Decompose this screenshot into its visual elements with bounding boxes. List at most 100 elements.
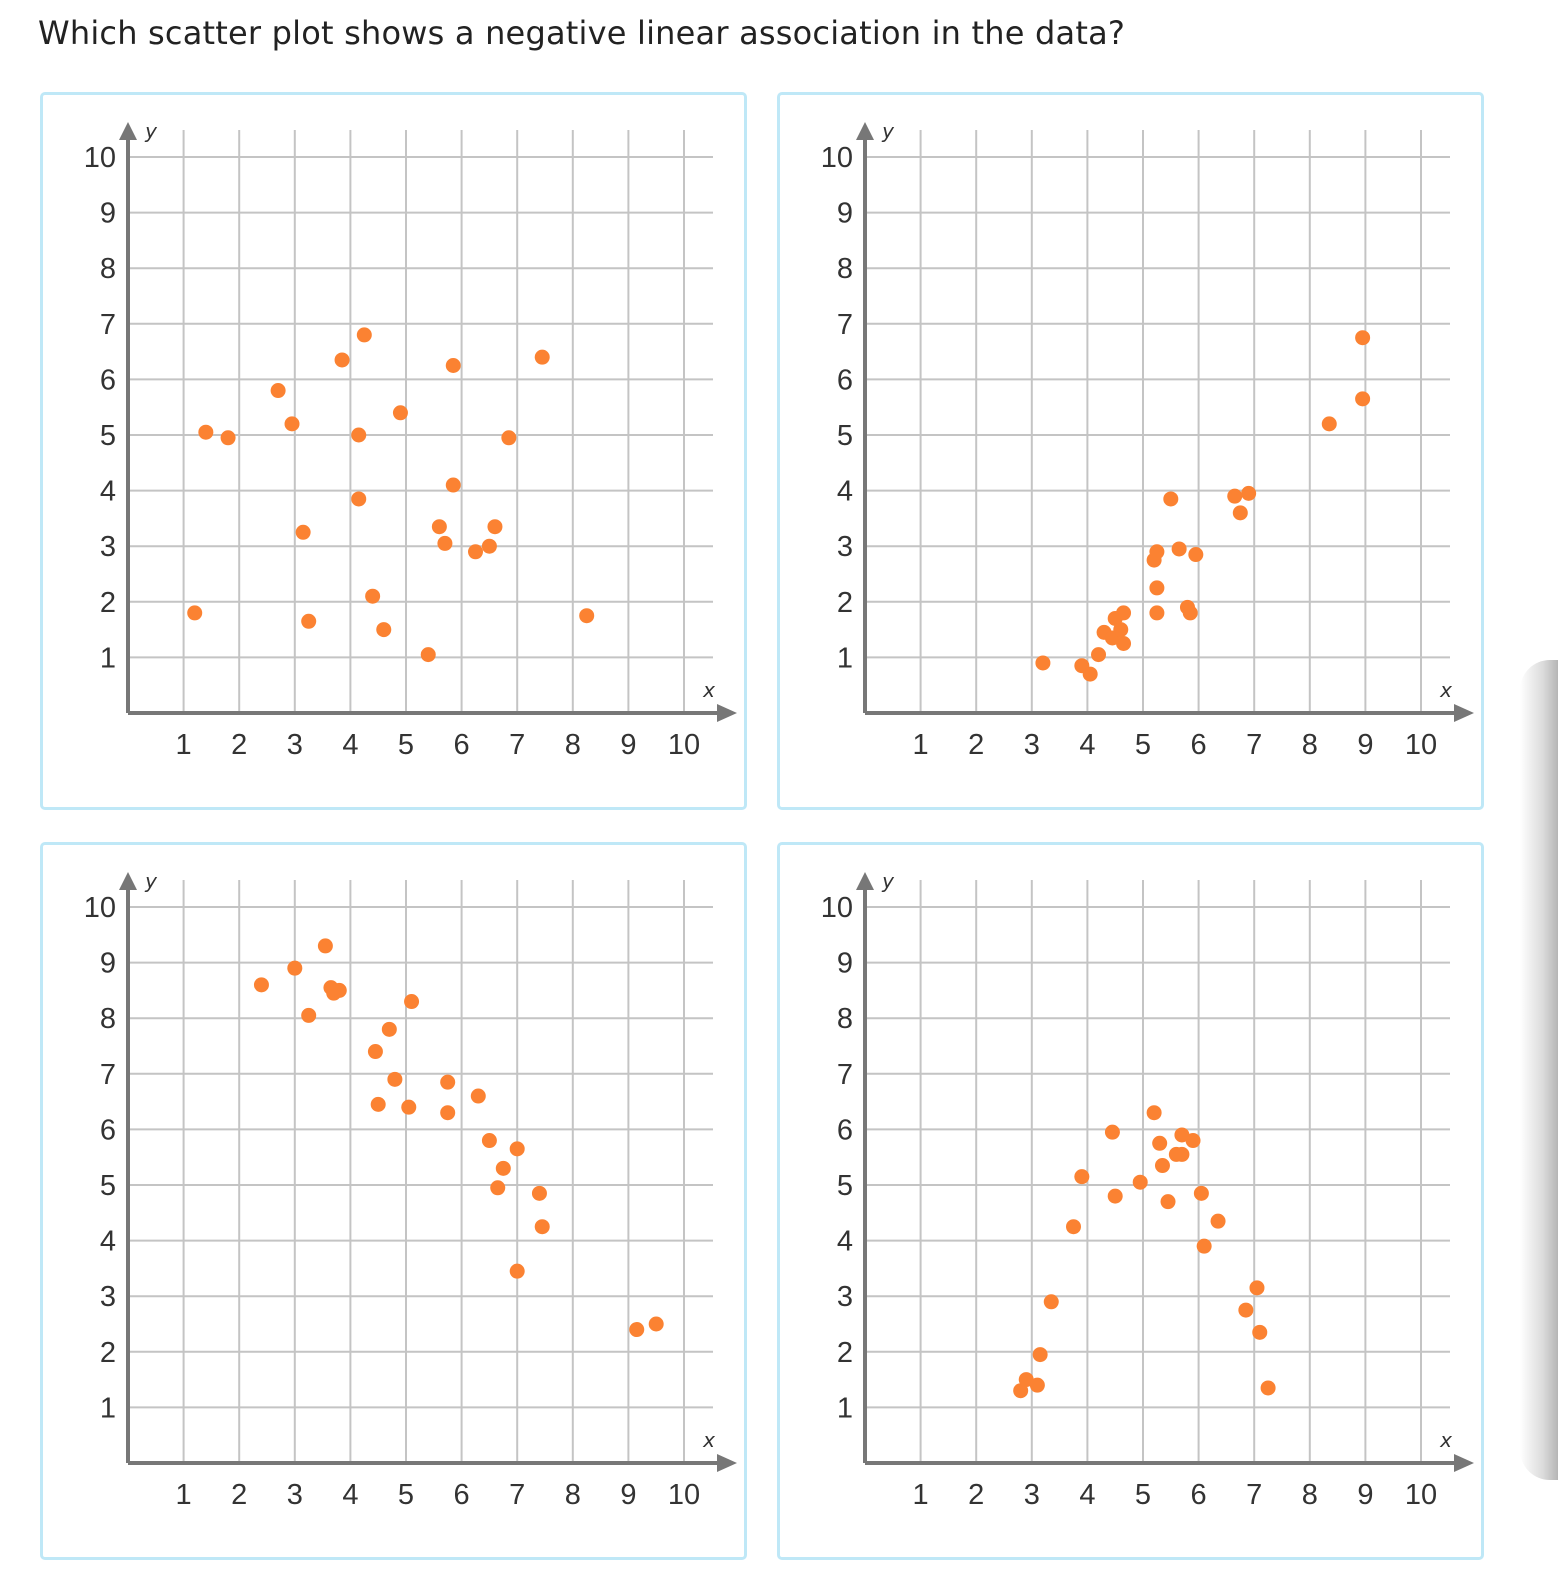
y-axis-arrow-icon <box>856 122 874 140</box>
scatter-plot-top-right: 1 2 3 4 5 6 7 8 9 10 1 2 3 4 5 6 7 8 9 10 x y <box>821 119 1474 761</box>
x-axis-arrow-icon <box>1454 704 1474 722</box>
data-point <box>351 427 367 443</box>
x-tick-label: 1 <box>913 729 929 761</box>
x-tick-label: 3 <box>287 729 303 761</box>
data-point <box>1018 1372 1034 1388</box>
x-tick-label: 9 <box>1357 1479 1373 1511</box>
data-point <box>495 1160 511 1176</box>
x-tick-label: 4 <box>1079 1479 1095 1511</box>
x-tick-label: 5 <box>1135 729 1151 761</box>
x-tick-label: 7 <box>1246 1479 1262 1511</box>
y-tick-label: 7 <box>100 309 116 341</box>
data-point <box>481 1133 497 1149</box>
x-tick-label: 2 <box>968 1479 984 1511</box>
data-point <box>440 1074 456 1090</box>
data-point <box>401 1099 417 1115</box>
data-point <box>1029 1377 1045 1393</box>
data-point <box>1249 1280 1265 1296</box>
x-tick-label: 8 <box>565 1479 581 1511</box>
data-point <box>1154 1158 1170 1174</box>
data-point <box>629 1322 645 1338</box>
data-point <box>392 405 408 421</box>
x-tick-label: 3 <box>1024 729 1040 761</box>
answer-choice-top-right[interactable]: 1 2 3 4 5 6 7 8 9 10 1 2 3 4 5 6 7 8 9 10 x y <box>777 92 1484 810</box>
data-point <box>509 1141 525 1157</box>
data-point <box>301 1007 317 1023</box>
grid <box>128 880 713 1463</box>
data-point <box>579 608 595 624</box>
y-tick-label: 5 <box>837 1170 853 1202</box>
data-point <box>1149 580 1165 596</box>
data-point <box>437 535 453 551</box>
data-point <box>387 1071 403 1087</box>
answer-choice-top-left[interactable]: 1 2 3 4 5 6 7 8 9 10 1 2 3 4 5 6 7 8 9 10 x y <box>40 92 747 810</box>
answer-choice-bottom-left[interactable]: 1 2 3 4 5 6 7 8 9 10 1 2 3 4 5 6 7 8 9 10 x y <box>40 842 747 1560</box>
y-tick-label: 2 <box>837 587 853 619</box>
x-axis-label: x <box>702 1428 715 1452</box>
grid <box>865 130 1450 713</box>
data-point <box>1116 636 1132 651</box>
data-point <box>351 491 367 507</box>
x-tick-label: 3 <box>1024 1479 1040 1511</box>
scatter-plot-bottom-left: 1 2 3 4 5 6 7 8 9 10 1 2 3 4 5 6 7 8 9 10 x y <box>84 869 737 1511</box>
x-tick-label: 7 <box>509 1479 525 1511</box>
data-point <box>481 538 497 554</box>
y-tick-label: 10 <box>821 892 853 924</box>
y-tick-label: 9 <box>837 198 853 230</box>
y-tick-label: 1 <box>837 642 853 674</box>
data-point <box>1252 1324 1268 1340</box>
y-tick-label: 1 <box>100 1392 116 1424</box>
x-tick-label: 2 <box>968 729 984 761</box>
y-tick-label: 10 <box>84 892 116 924</box>
y-tick-label: 5 <box>100 1170 116 1202</box>
y-tick-label: 1 <box>100 642 116 674</box>
scatter-plot-bottom-right: 1 2 3 4 5 6 7 8 9 10 1 2 3 4 5 6 7 8 9 10 x y <box>821 869 1474 1511</box>
data-point <box>1104 1124 1120 1140</box>
y-tick-label: 8 <box>100 253 116 285</box>
y-tick-label: 6 <box>837 364 853 396</box>
data-point <box>1091 647 1107 663</box>
data-point <box>431 519 447 535</box>
data-point <box>284 416 300 432</box>
x-tick-label: 8 <box>1302 729 1318 761</box>
data-point <box>531 1185 547 1201</box>
data-point <box>1163 491 1179 507</box>
data-point <box>490 1180 506 1196</box>
data-point <box>470 1088 486 1104</box>
y-tick-label: 3 <box>100 531 116 563</box>
y-tick-label: 3 <box>837 531 853 563</box>
x-tick-label: 7 <box>1246 729 1262 761</box>
x-tick-label: 1 <box>176 729 192 761</box>
y-axis-arrow-icon <box>856 872 874 890</box>
data-point <box>468 544 483 560</box>
x-axis-arrow-icon <box>1454 1454 1474 1472</box>
data-point <box>287 960 303 976</box>
data-point <box>331 982 347 998</box>
y-tick-label: 10 <box>821 142 853 174</box>
y-tick-label: 8 <box>100 1003 116 1035</box>
y-tick-label: 6 <box>100 1114 116 1146</box>
x-tick-label: 5 <box>1135 1479 1151 1511</box>
x-tick-label: 5 <box>398 1479 414 1511</box>
data-point <box>1196 1238 1212 1254</box>
data-point <box>1107 1188 1123 1204</box>
data-point <box>356 327 372 343</box>
x-tick-label: 6 <box>1191 729 1207 761</box>
data-point <box>1074 1169 1090 1185</box>
y-tick-label: 2 <box>100 587 116 619</box>
x-tick-label: 2 <box>231 1479 247 1511</box>
scroll-shadow <box>1520 660 1558 1480</box>
data-point <box>1171 541 1187 557</box>
x-axis-label: x <box>1439 1428 1452 1452</box>
data-point <box>1260 1380 1276 1396</box>
y-tick-label: 3 <box>100 1281 116 1313</box>
scatter-plot-top-left: 1 2 3 4 5 6 7 8 9 10 1 2 3 4 5 6 7 8 9 10 x y <box>84 119 737 761</box>
data-point <box>1043 1294 1059 1310</box>
data-point <box>445 358 461 373</box>
x-tick-label: 9 <box>1357 729 1373 761</box>
x-tick-label: 4 <box>342 1479 358 1511</box>
data-point <box>501 430 517 446</box>
y-tick-label: 7 <box>100 1059 116 1091</box>
answer-choice-bottom-right[interactable]: 1 2 3 4 5 6 7 8 9 10 1 2 3 4 5 6 7 8 9 10 x y <box>777 842 1484 1560</box>
data-point <box>1182 605 1198 621</box>
